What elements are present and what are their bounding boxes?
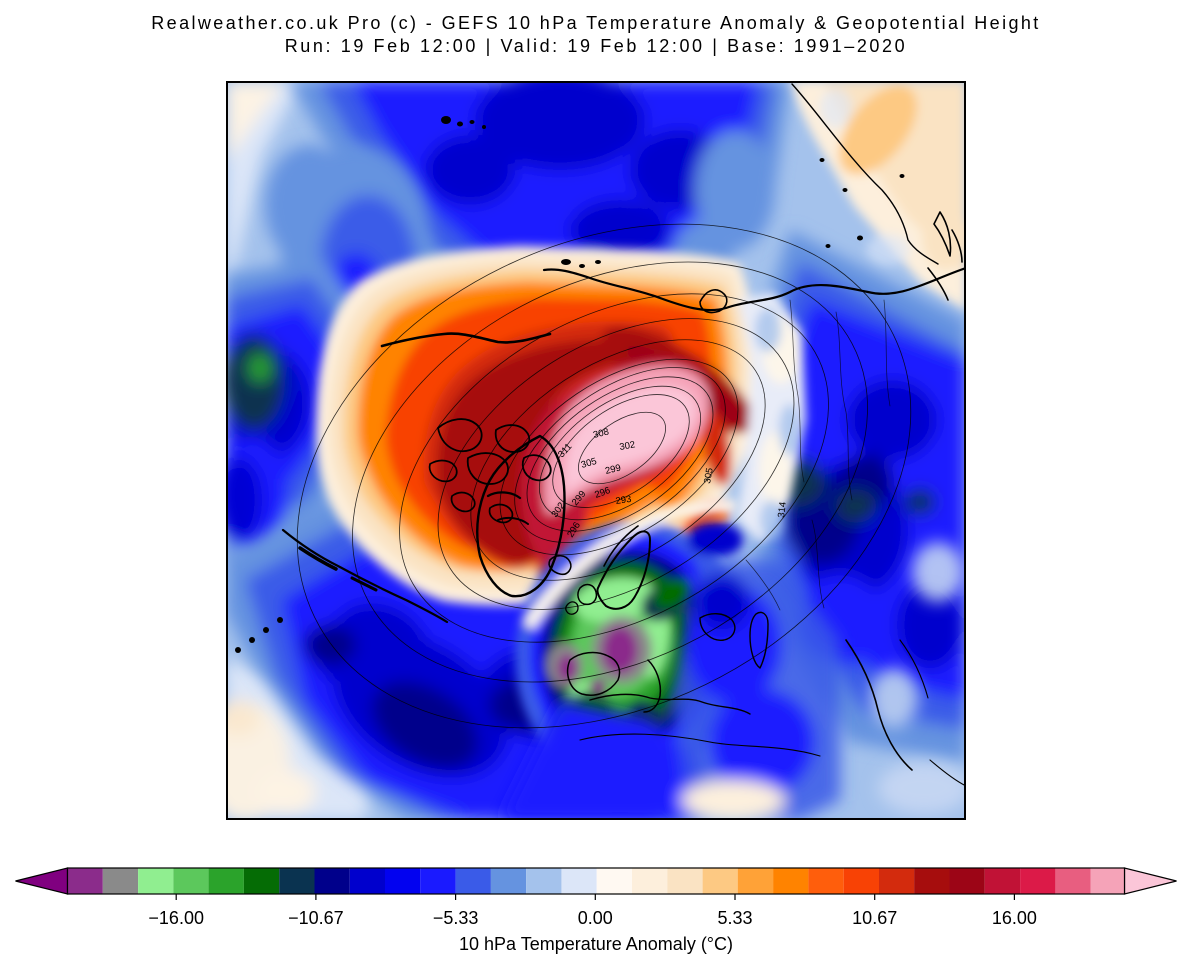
svg-text:−16.00: −16.00 bbox=[148, 908, 204, 928]
svg-text:−10.67: −10.67 bbox=[288, 908, 344, 928]
svg-text:5.33: 5.33 bbox=[717, 908, 752, 928]
svg-text:302: 302 bbox=[619, 439, 637, 453]
svg-text:314: 314 bbox=[776, 501, 789, 518]
svg-text:10.67: 10.67 bbox=[852, 908, 897, 928]
svg-text:−5.33: −5.33 bbox=[433, 908, 479, 928]
svg-text:10 hPa Temperature Anomaly (°C: 10 hPa Temperature Anomaly (°C) bbox=[459, 934, 733, 954]
svg-text:293: 293 bbox=[615, 494, 632, 507]
svg-text:299: 299 bbox=[604, 462, 622, 477]
svg-text:308: 308 bbox=[592, 426, 610, 441]
svg-text:296: 296 bbox=[593, 485, 612, 501]
svg-text:0.00: 0.00 bbox=[578, 908, 613, 928]
svg-text:305: 305 bbox=[580, 456, 598, 471]
svg-text:305: 305 bbox=[702, 467, 716, 485]
svg-text:16.00: 16.00 bbox=[992, 908, 1037, 928]
